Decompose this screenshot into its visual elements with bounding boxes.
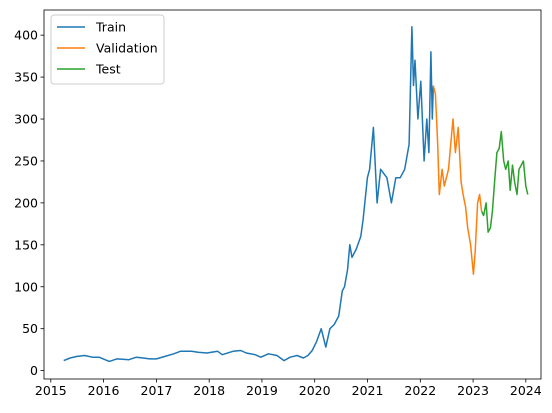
x-tick-label: 2016	[88, 383, 120, 398]
y-tick-label: 200	[14, 195, 38, 210]
legend: Train Validation Test	[50, 14, 165, 85]
series-layer	[63, 26, 529, 363]
x-tick-label: 2015	[35, 383, 67, 398]
y-tick-label: 250	[14, 153, 38, 168]
plot-frame	[43, 9, 542, 380]
legend-box	[50, 14, 165, 85]
y-tick-label: 100	[14, 279, 38, 294]
legend-label-test: Test	[95, 62, 121, 77]
x-tick-label: 2020	[299, 383, 331, 398]
x-tick-label: 2018	[193, 383, 225, 398]
series-line-test	[480, 130, 529, 233]
legend-label-validation: Validation	[96, 41, 158, 56]
x-tick-label: 2021	[352, 383, 384, 398]
y-tick-label: 0	[30, 363, 38, 378]
y-tick-label: 300	[14, 112, 38, 127]
x-tick-label: 2024	[510, 383, 542, 398]
y-axis: 0 50 100 150 200 250 300 350 400	[14, 28, 44, 378]
x-axis: 2015 2016 2017 2018 2019 2020 2021 2022 2023 2024	[35, 379, 542, 398]
x-tick-label: 2023	[457, 383, 489, 398]
series-line-train	[63, 26, 435, 363]
y-tick-label: 400	[14, 28, 38, 43]
y-tick-label: 150	[14, 237, 38, 252]
x-tick-label: 2022	[404, 383, 436, 398]
y-tick-label: 350	[14, 70, 38, 85]
x-tick-label: 2019	[246, 383, 278, 398]
legend-label-train: Train	[95, 20, 126, 35]
series-line-validation	[432, 85, 483, 275]
x-tick-label: 2017	[141, 383, 173, 398]
y-tick-label: 50	[22, 321, 38, 336]
